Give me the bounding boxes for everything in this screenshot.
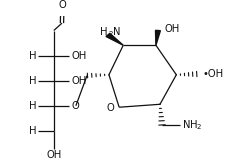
Text: O: O bbox=[59, 0, 66, 10]
Text: OH: OH bbox=[71, 76, 86, 86]
Text: OH: OH bbox=[46, 150, 61, 160]
Text: H: H bbox=[29, 76, 36, 86]
Text: H: H bbox=[29, 126, 36, 136]
Polygon shape bbox=[106, 33, 123, 45]
Text: •OH: •OH bbox=[203, 69, 224, 79]
Text: OH: OH bbox=[164, 24, 179, 34]
Text: H: H bbox=[29, 101, 36, 111]
Text: H: H bbox=[29, 51, 36, 61]
Text: H: H bbox=[100, 27, 108, 37]
Text: NH$_2$: NH$_2$ bbox=[182, 118, 203, 132]
Polygon shape bbox=[155, 30, 160, 45]
Text: O: O bbox=[72, 101, 79, 111]
Text: O: O bbox=[106, 103, 114, 113]
Text: OH: OH bbox=[71, 51, 86, 61]
Text: $_2$N: $_2$N bbox=[108, 25, 122, 39]
